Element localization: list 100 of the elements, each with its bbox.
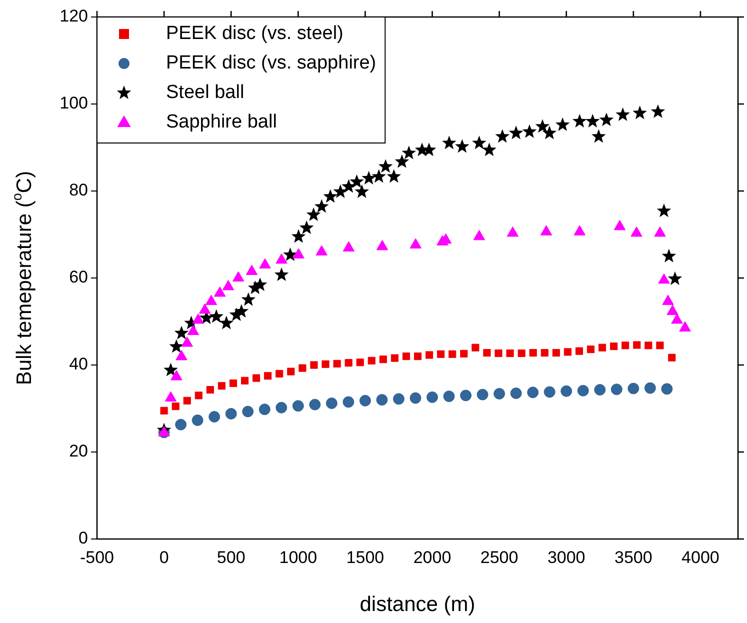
point: [616, 107, 630, 121]
point: [172, 402, 180, 410]
point: [259, 258, 271, 268]
point: [586, 114, 600, 128]
y-axis-title: Bulk temeperature (oC): [9, 170, 36, 386]
point: [426, 351, 434, 359]
y-tick-label: 100: [60, 94, 88, 113]
point: [160, 406, 168, 414]
point: [170, 370, 182, 380]
point: [372, 169, 386, 183]
point: [206, 386, 214, 394]
point: [198, 303, 211, 314]
legend-label: Steel ball: [166, 82, 244, 104]
point: [414, 352, 422, 360]
point: [540, 349, 548, 357]
point: [508, 126, 524, 140]
point: [598, 344, 606, 352]
point: [658, 273, 670, 284]
point: [379, 356, 387, 364]
point: [222, 280, 234, 290]
point: [298, 364, 306, 372]
point: [529, 349, 537, 357]
point: [506, 226, 519, 237]
point: [628, 382, 640, 394]
point: [292, 248, 304, 258]
point: [662, 294, 674, 305]
point: [632, 106, 647, 120]
point: [264, 372, 272, 380]
point: [258, 404, 270, 416]
point: [650, 104, 666, 118]
point: [378, 159, 393, 173]
point: [242, 406, 254, 418]
point: [283, 247, 298, 262]
point: [577, 384, 589, 396]
point: [610, 342, 618, 350]
point: [494, 349, 502, 358]
point: [555, 117, 570, 131]
point: [448, 350, 456, 358]
point: [362, 170, 376, 184]
point: [354, 184, 369, 198]
point: [359, 394, 371, 406]
point: [252, 277, 268, 292]
point: [494, 388, 506, 400]
x-tick-label: 2000: [413, 548, 452, 567]
y-tick-label: 120: [60, 6, 88, 26]
point: [483, 349, 491, 357]
point: [292, 400, 304, 412]
point: [614, 220, 626, 230]
point: [594, 384, 606, 396]
point: [205, 294, 218, 305]
point: [542, 126, 557, 140]
point: [299, 220, 314, 234]
point: [176, 350, 188, 360]
point: [394, 154, 410, 168]
point: [455, 139, 470, 153]
point: [164, 391, 177, 402]
point: [246, 264, 258, 275]
point: [564, 348, 572, 356]
point: [510, 388, 522, 400]
x-tick-label: 2500: [480, 548, 518, 567]
point: [574, 225, 586, 236]
point: [506, 349, 514, 358]
point: [518, 349, 526, 358]
x-tick-label: 4000: [682, 548, 720, 567]
legend-label: Sapphire ball: [166, 112, 277, 133]
point: [473, 230, 486, 240]
point: [668, 354, 676, 362]
point: [586, 346, 595, 354]
point: [668, 271, 682, 285]
point: [209, 309, 224, 323]
point: [575, 347, 584, 355]
y-tick-label: 40: [69, 354, 88, 374]
point: [390, 354, 398, 362]
x-tick-label: 1500: [346, 548, 384, 567]
x-tick-label: 0: [159, 548, 169, 567]
point: [164, 362, 178, 376]
point: [386, 169, 402, 183]
point: [376, 240, 388, 250]
point: [229, 379, 238, 388]
point: [535, 119, 550, 133]
point: [410, 238, 422, 248]
point: [322, 360, 330, 368]
point: [342, 396, 354, 408]
point: [192, 313, 204, 324]
point: [572, 114, 587, 128]
point: [443, 390, 455, 402]
x-tick-label: 3500: [614, 548, 652, 567]
point: [376, 394, 388, 406]
point: [656, 342, 664, 350]
point: [666, 304, 678, 315]
point: [410, 392, 422, 404]
point: [252, 374, 260, 382]
point: [402, 352, 410, 360]
point: [276, 370, 284, 378]
point: [610, 384, 622, 396]
point: [522, 124, 537, 138]
point: [560, 385, 572, 397]
point: [274, 267, 289, 282]
point: [316, 245, 328, 256]
point: [544, 386, 556, 398]
